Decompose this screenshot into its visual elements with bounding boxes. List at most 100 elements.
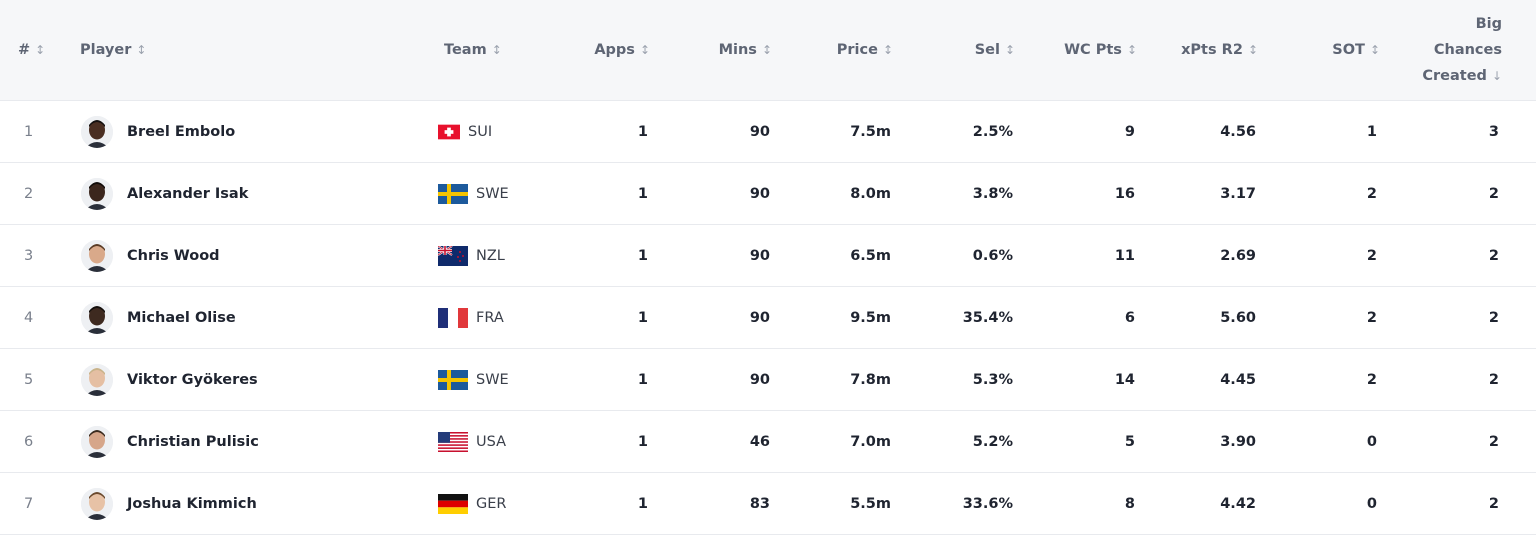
column-header-big-chances-created[interactable]: Big Chances Created ↓: [1390, 0, 1502, 100]
rank-cell: 5: [24, 349, 33, 410]
column-label: #: [18, 42, 31, 58]
mins-cell: 90: [660, 225, 770, 286]
table-row[interactable]: 7 Joshua Kimmich GER 1 83 5.5m 33.6% 8 4.42 0 2: [0, 473, 1536, 535]
xpts-value: 5.60: [1220, 309, 1256, 326]
column-header-price[interactable]: Price ↕: [780, 0, 893, 100]
xpts-value: 3.17: [1220, 185, 1256, 202]
player-name[interactable]: Chris Wood: [127, 247, 220, 264]
player-cell[interactable]: Joshua Kimmich: [81, 473, 257, 534]
player-cell[interactable]: Alexander Isak: [81, 163, 248, 224]
apps-cell: 1: [540, 225, 648, 286]
big-chances-created-cell: 2: [1390, 225, 1499, 286]
team-cell: FRA: [438, 287, 504, 348]
sot-value: 2: [1366, 247, 1377, 264]
mins-cell: 83: [660, 473, 770, 534]
wc-pts-cell: 14: [1020, 349, 1135, 410]
column-label: WC Pts: [1064, 42, 1122, 58]
xpts-cell: 4.56: [1140, 101, 1256, 162]
wc-pts-cell: 9: [1020, 101, 1135, 162]
price-value: 6.5m: [850, 247, 891, 264]
player-name[interactable]: Joshua Kimmich: [127, 495, 257, 512]
price-cell: 7.5m: [780, 101, 891, 162]
player-name[interactable]: Christian Pulisic: [127, 433, 259, 450]
price-cell: 6.5m: [780, 225, 891, 286]
team-code: USA: [476, 433, 507, 450]
column-header-team[interactable]: Team ↕: [444, 0, 502, 100]
sort-icon: ↕: [35, 43, 46, 57]
big-chances-created-cell: 2: [1390, 411, 1499, 472]
mins-cell: 46: [660, 411, 770, 472]
wc-pts-value: 11: [1114, 247, 1135, 264]
big-chances-created-cell: 2: [1390, 349, 1499, 410]
price-value: 7.5m: [850, 123, 891, 140]
column-label: Big: [1475, 16, 1502, 32]
column-header-xpts[interactable]: xPts R2 ↕: [1140, 0, 1258, 100]
sel-value: 5.2%: [972, 433, 1013, 450]
price-cell: 7.8m: [780, 349, 891, 410]
column-header-sot[interactable]: SOT ↕: [1270, 0, 1380, 100]
player-name[interactable]: Breel Embolo: [127, 123, 236, 140]
player-name[interactable]: Michael Olise: [127, 309, 236, 326]
wc-pts-value: 9: [1124, 123, 1135, 140]
team-code: FRA: [476, 309, 504, 326]
team-code: GER: [476, 495, 507, 512]
mins-cell: 90: [660, 287, 770, 348]
player-cell[interactable]: Christian Pulisic: [81, 411, 259, 472]
apps-value: 1: [637, 185, 648, 202]
xpts-cell: 3.90: [1140, 411, 1256, 472]
sot-cell: 2: [1270, 349, 1377, 410]
sot-cell: 0: [1270, 473, 1377, 534]
wc-pts-value: 6: [1124, 309, 1135, 326]
xpts-cell: 4.42: [1140, 473, 1256, 534]
table-row[interactable]: 1 Breel Embolo SUI 1 90 7.5m 2.5% 9 4.56 1 3: [0, 101, 1536, 163]
team-cell: SWE: [438, 163, 509, 224]
sot-cell: 0: [1270, 411, 1377, 472]
column-header-rank[interactable]: # ↕: [18, 0, 45, 100]
table-row[interactable]: 5 Viktor Gyökeres SWE 1 90 7.8m 5.3% 14 4.45 2 2: [0, 349, 1536, 411]
rank-cell: 4: [24, 287, 33, 348]
player-avatar: [81, 363, 113, 396]
france-flag-icon: [438, 307, 468, 328]
player-cell[interactable]: Viktor Gyökeres: [81, 349, 258, 410]
column-header-apps[interactable]: Apps ↕: [540, 0, 650, 100]
xpts-cell: 2.69: [1140, 225, 1256, 286]
rank-cell: 3: [24, 225, 33, 286]
big-chances-created-cell: 2: [1390, 473, 1499, 534]
column-label: Sel: [974, 42, 1000, 58]
team-code: NZL: [476, 247, 505, 264]
player-cell[interactable]: Chris Wood: [81, 225, 220, 286]
column-label: Apps: [594, 42, 635, 58]
table-row[interactable]: 6 Christian Pulisic USA 1 46 7.0m 5.2% 5 3.90 0 2: [0, 411, 1536, 473]
wc-pts-value: 5: [1124, 433, 1135, 450]
sort-desc-icon: ↓: [1491, 69, 1502, 83]
team-cell: NZL: [438, 225, 505, 286]
apps-cell: 1: [540, 473, 648, 534]
xpts-cell: 5.60: [1140, 287, 1256, 348]
team-cell: USA: [438, 411, 506, 472]
table-row[interactable]: 2 Alexander Isak SWE 1 90 8.0m 3.8% 16 3.17 2 2: [0, 163, 1536, 225]
table-row[interactable]: 3 Chris Wood NZL 1 90 6.5m 0.6% 11 2.69 2 2: [0, 225, 1536, 287]
apps-cell: 1: [540, 163, 648, 224]
team-code: SWE: [476, 185, 509, 202]
table-row[interactable]: 4 Michael Olise FRA 1 90 9.5m 35.4% 6 5.60 2 2: [0, 287, 1536, 349]
sot-value: 0: [1366, 433, 1377, 450]
player-name[interactable]: Viktor Gyökeres: [127, 371, 258, 388]
column-header-mins[interactable]: Mins ↕: [660, 0, 772, 100]
player-name[interactable]: Alexander Isak: [127, 185, 249, 202]
sort-icon: ↕: [1369, 43, 1380, 57]
rank-value: 4: [24, 309, 34, 326]
sel-cell: 35.4%: [900, 287, 1013, 348]
player-cell[interactable]: Breel Embolo: [81, 101, 235, 162]
sot-cell: 1: [1270, 101, 1377, 162]
column-header-player[interactable]: Player ↕: [80, 0, 146, 100]
wc-pts-cell: 8: [1020, 473, 1135, 534]
column-header-wc-pts[interactable]: WC Pts ↕: [1020, 0, 1137, 100]
price-cell: 5.5m: [780, 473, 891, 534]
apps-cell: 1: [540, 101, 648, 162]
player-cell[interactable]: Michael Olise: [81, 287, 236, 348]
table-header: # ↕ Player ↕ Team ↕ Apps ↕ Mins ↕ Price …: [0, 0, 1536, 101]
big-chances-created-value: 2: [1488, 247, 1499, 264]
switzerland-flag-icon: [438, 121, 460, 143]
column-header-sel[interactable]: Sel ↕: [900, 0, 1015, 100]
team-code: SWE: [476, 371, 509, 388]
